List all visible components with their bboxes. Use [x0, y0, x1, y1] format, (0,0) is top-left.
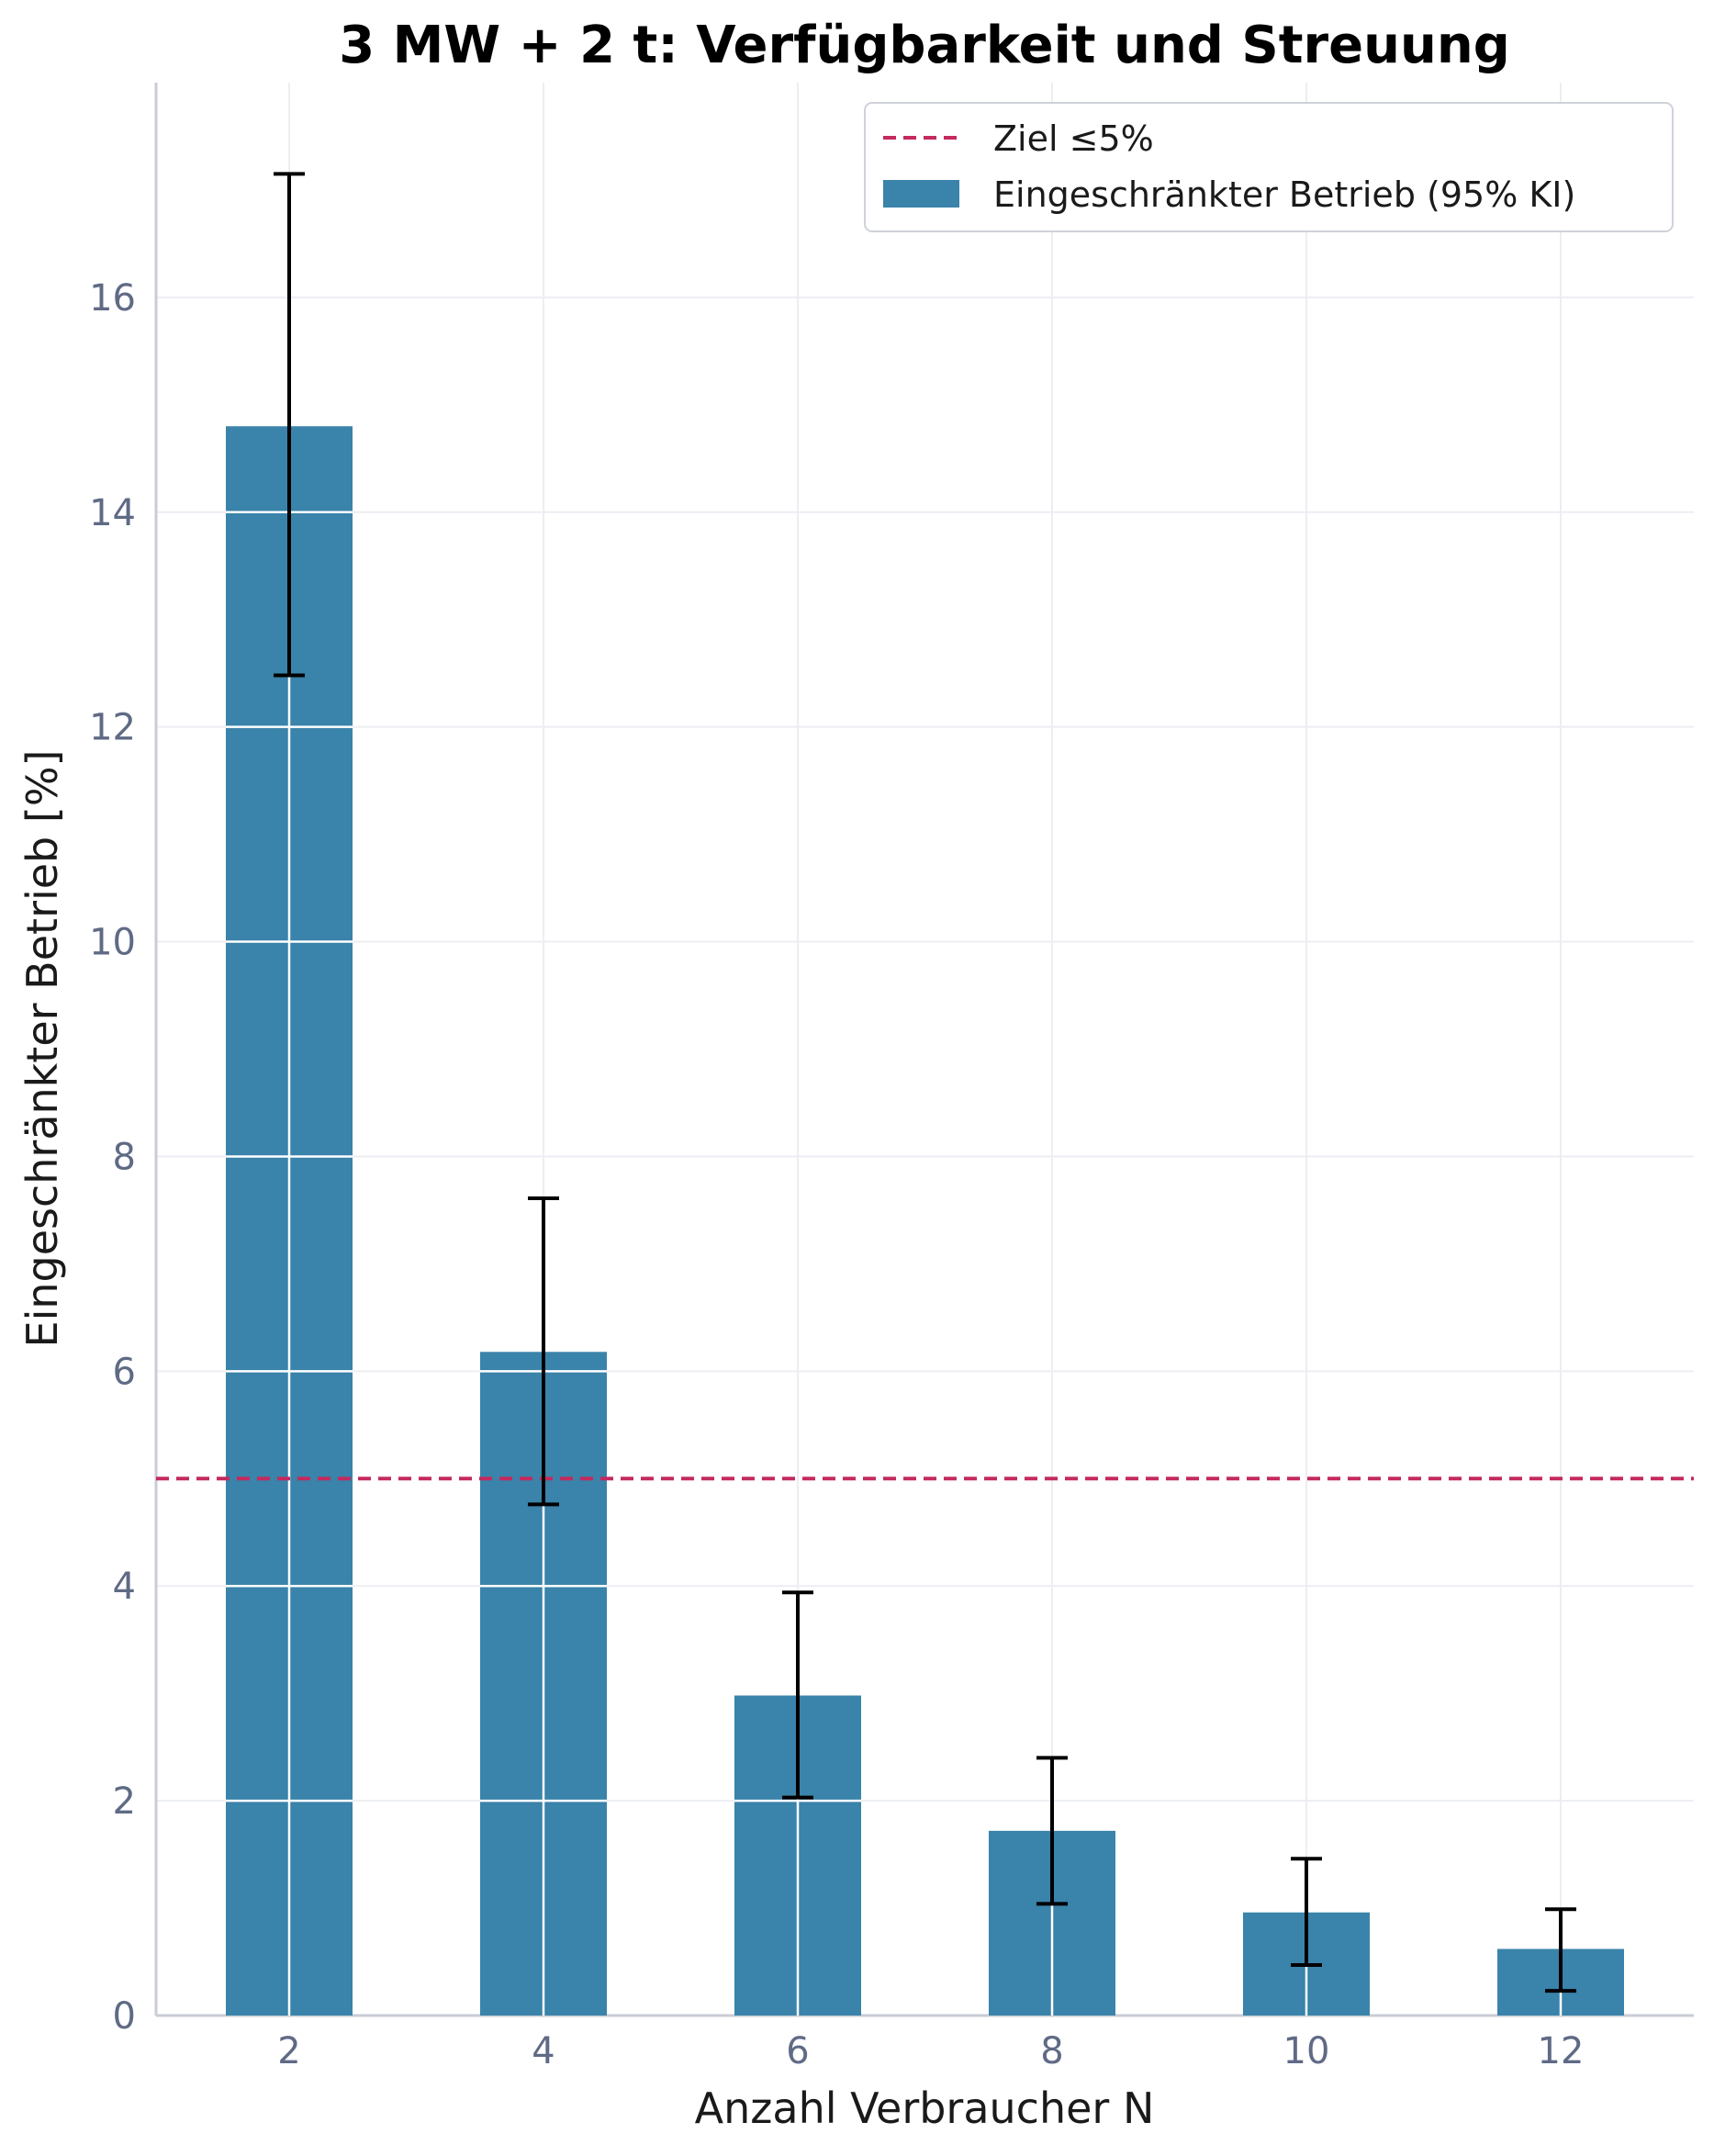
legend-series-swatch: [883, 180, 959, 208]
y-tick-label: 12: [89, 707, 136, 749]
x-tick-label: 4: [532, 2030, 555, 2072]
tick-labels: 0 2 4 6 8 10 12 14 16 2 4 6 8 10 12: [89, 277, 1584, 2072]
grid-over-bars: [226, 426, 1563, 2016]
x-tick-label: 2: [277, 2030, 300, 2072]
y-tick-label: 8: [113, 1136, 136, 1178]
x-tick-label: 12: [1538, 2030, 1585, 2072]
y-tick-label: 0: [113, 1995, 136, 2038]
y-tick-label: 14: [89, 492, 136, 534]
error-bar: [528, 1196, 559, 1507]
bars: [226, 426, 1624, 2016]
y-tick-label: 6: [113, 1351, 136, 1393]
x-tick-label: 6: [786, 2030, 809, 2072]
error-bars: [274, 172, 1576, 1993]
error-bar: [782, 1590, 813, 1800]
y-tick-label: 16: [89, 277, 136, 320]
y-axis-label: Eingeschränkter Betrieb [%]: [17, 750, 67, 1348]
legend-series-label: Eingeschränkter Betrieb (95% KI): [993, 174, 1575, 215]
legend: Ziel ≤5% Eingeschränkter Betrieb (95% KI…: [864, 102, 1674, 232]
legend-reference-line-label: Ziel ≤5%: [993, 118, 1154, 159]
error-bar: [1545, 1907, 1576, 1993]
y-tick-label: 4: [113, 1566, 136, 1608]
error-bar: [1291, 1857, 1322, 1968]
error-bar: [274, 172, 305, 678]
y-tick-label: 2: [113, 1780, 136, 1823]
axes: [154, 83, 1694, 2017]
legend-box: [864, 102, 1674, 232]
x-tick-label: 8: [1040, 2030, 1063, 2072]
x-axis-label: Anzahl Verbraucher N: [695, 2083, 1155, 2133]
grid: [156, 83, 1694, 2016]
y-tick-label: 10: [89, 922, 136, 964]
error-bar: [1036, 1756, 1068, 1906]
chart-title: 3 MW + 2 t: Verfügbarkeit und Streuung: [339, 16, 1510, 75]
x-tick-label: 10: [1283, 2030, 1330, 2072]
